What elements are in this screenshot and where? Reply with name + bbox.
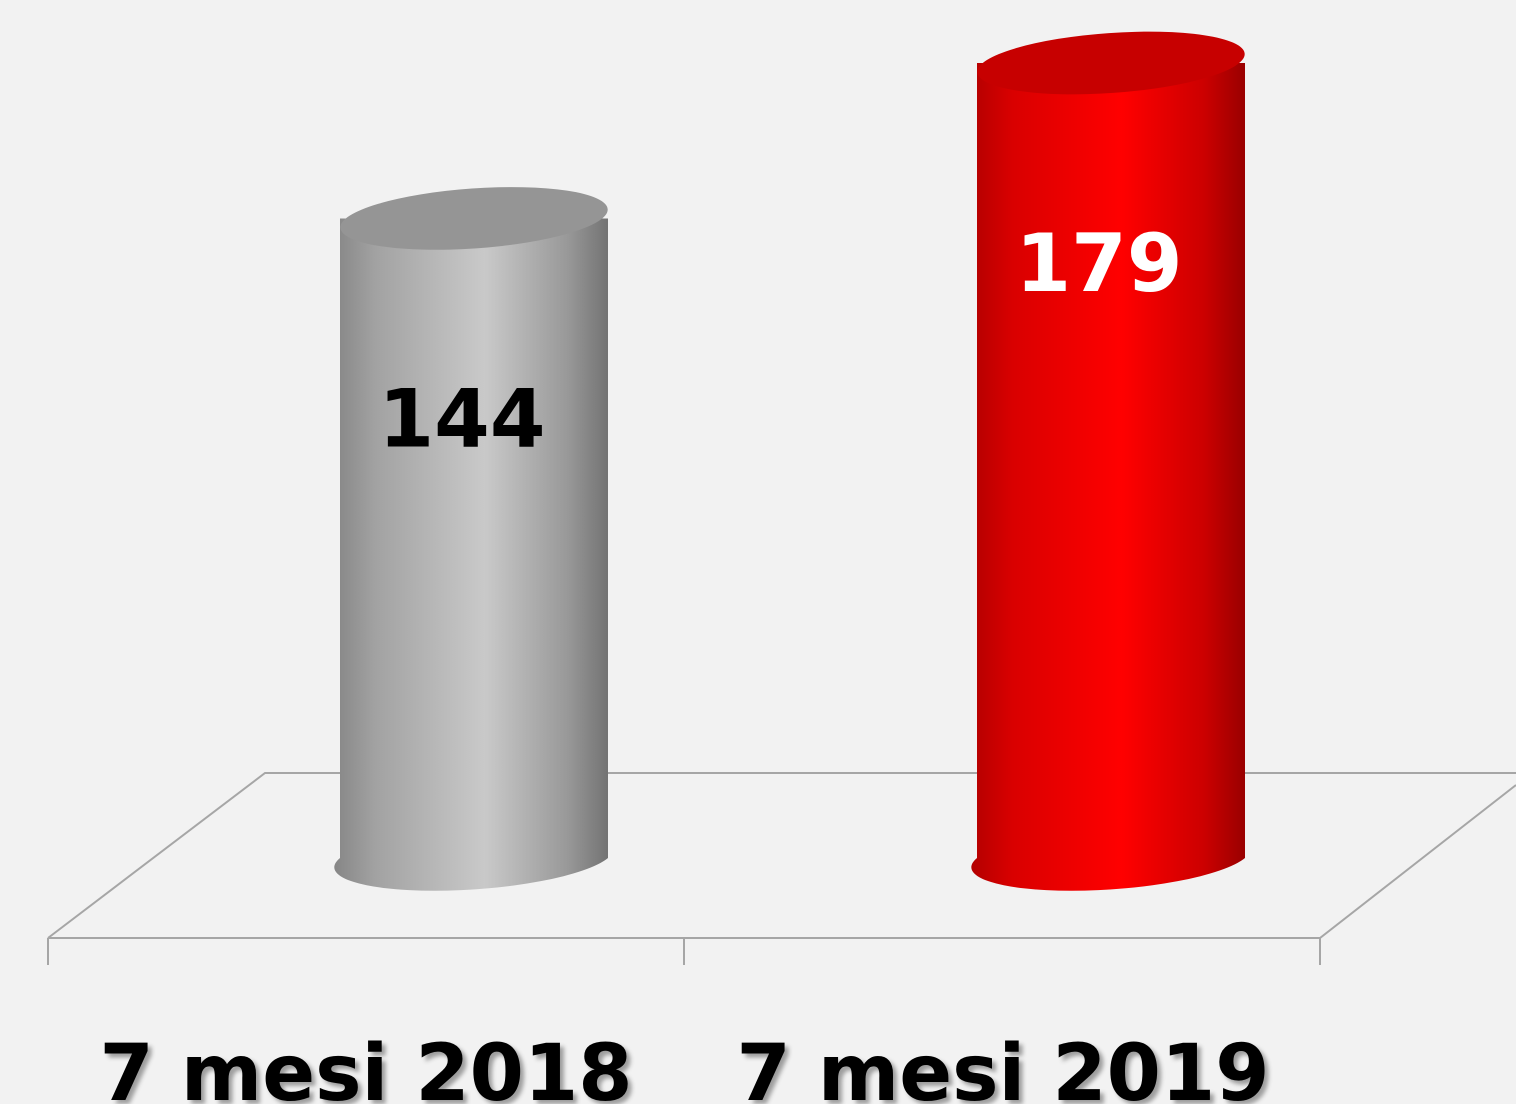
x-tick-label: 7 mesi 2019 [736, 1029, 1269, 1104]
cylinder-body [334, 218, 608, 891]
cylinder [334, 187, 608, 891]
value-label: 179 [1016, 217, 1183, 310]
cylinder [971, 31, 1245, 891]
floor-back [47, 772, 1516, 939]
cylinder-body [971, 63, 1245, 891]
cylinder-top [977, 31, 1245, 95]
value-label: 144 [379, 372, 546, 465]
cylinder-top [340, 187, 608, 250]
floor-front [48, 784, 1516, 939]
floor [47, 772, 1516, 965]
x-tick-label: 7 mesi 2018 [99, 1029, 632, 1104]
